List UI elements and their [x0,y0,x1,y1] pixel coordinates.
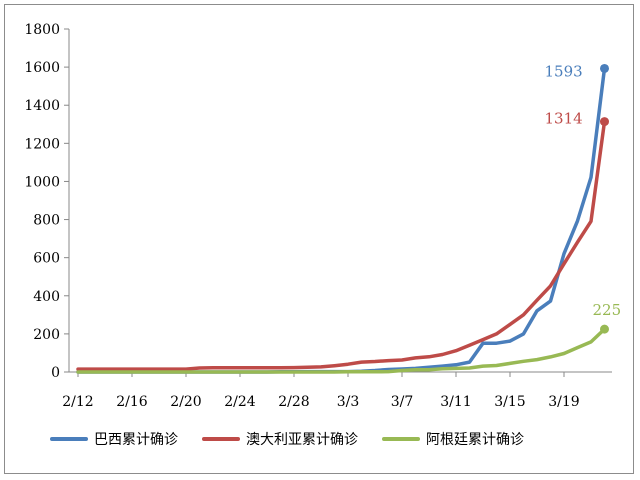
series-line [76,327,607,374]
x-tick-label: 3/7 [391,394,414,410]
legend-item-australia: 澳大利亚累计确诊 [202,429,358,449]
legend-swatch-brazil [50,437,88,441]
x-tick-label: 2/28 [278,394,309,410]
y-tick-label: 600 [33,251,60,267]
x-tick-label: 3/3 [337,394,360,410]
legend-label-brazil: 巴西累计确诊 [94,432,178,448]
y-tick-label: 1200 [24,136,60,152]
series-line [76,66,607,374]
series-end-label: 1314 [545,110,583,128]
tick-labels: 0 200 400 600 800 1000 1200 1400 1600 1800 2/12 2/1… [24,22,579,410]
legend-label-australia: 澳大利亚累计确诊 [246,432,358,448]
legend-swatch-australia [202,437,240,441]
x-tick-label: 3/15 [494,394,525,410]
y-tick-label: 1400 [24,98,60,114]
series-layer [76,63,609,374]
series-end-marker [600,324,609,334]
series-end-marker [600,117,609,127]
series-line [76,119,607,371]
y-tick-label: 1600 [24,60,60,76]
legend-swatch-argentina [382,437,420,441]
y-tick-label: 0 [51,365,60,381]
legend-label-argentina: 阿根廷累计确诊 [426,432,524,448]
y-tick-label: 200 [33,327,60,343]
legend-item-argentina: 阿根廷累计确诊 [382,429,524,449]
end-labels: 1593 1314 225 [545,62,622,319]
x-tick-label: 2/12 [62,394,93,410]
series-end-label: 225 [593,301,622,319]
series-end-marker [600,63,609,73]
y-tick-label: 800 [33,213,60,229]
y-tick-label: 400 [33,289,60,305]
x-tick-label: 3/11 [440,394,471,410]
x-tick-label: 2/20 [170,394,201,410]
chart-frame [4,4,634,474]
x-tick-label: 3/19 [548,394,579,410]
legend: 巴西累计确诊 澳大利亚累计确诊 阿根廷累计确诊 [50,428,524,450]
series-end-label: 1593 [545,62,583,80]
legend-item-brazil: 巴西累计确诊 [50,429,178,449]
y-tick-label: 1800 [24,22,60,38]
y-tick-label: 1000 [24,174,60,190]
x-tick-label: 2/24 [224,394,256,410]
x-tick-label: 2/16 [116,394,148,410]
